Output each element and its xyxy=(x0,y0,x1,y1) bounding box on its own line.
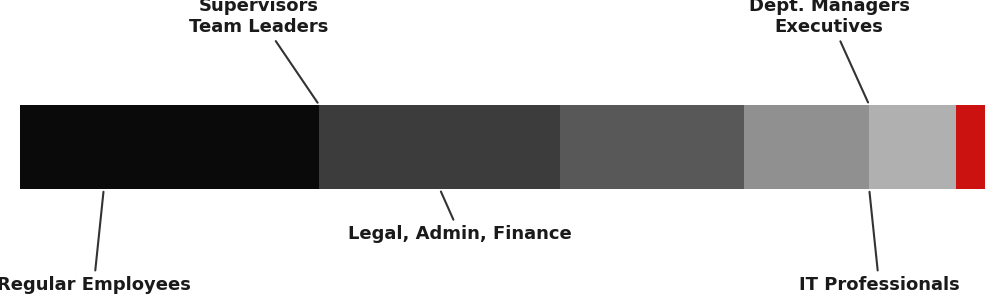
Text: Legal, Admin, Finance: Legal, Admin, Finance xyxy=(348,191,572,243)
Text: 9%: 9% xyxy=(891,135,934,159)
Text: 31%: 31% xyxy=(140,135,200,159)
Text: 25%: 25% xyxy=(410,135,470,159)
Text: 19%: 19% xyxy=(622,135,682,159)
Text: Regular Employees: Regular Employees xyxy=(0,192,191,294)
Text: Supervisors
Team Leaders: Supervisors Team Leaders xyxy=(189,0,329,103)
Text: IT Professionals: IT Professionals xyxy=(799,192,960,294)
Text: 13%: 13% xyxy=(777,135,836,159)
Text: Dept. Managers
Executives: Dept. Managers Executives xyxy=(749,0,910,103)
